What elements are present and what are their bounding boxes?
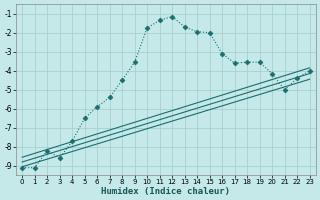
X-axis label: Humidex (Indice chaleur): Humidex (Indice chaleur) — [101, 187, 230, 196]
